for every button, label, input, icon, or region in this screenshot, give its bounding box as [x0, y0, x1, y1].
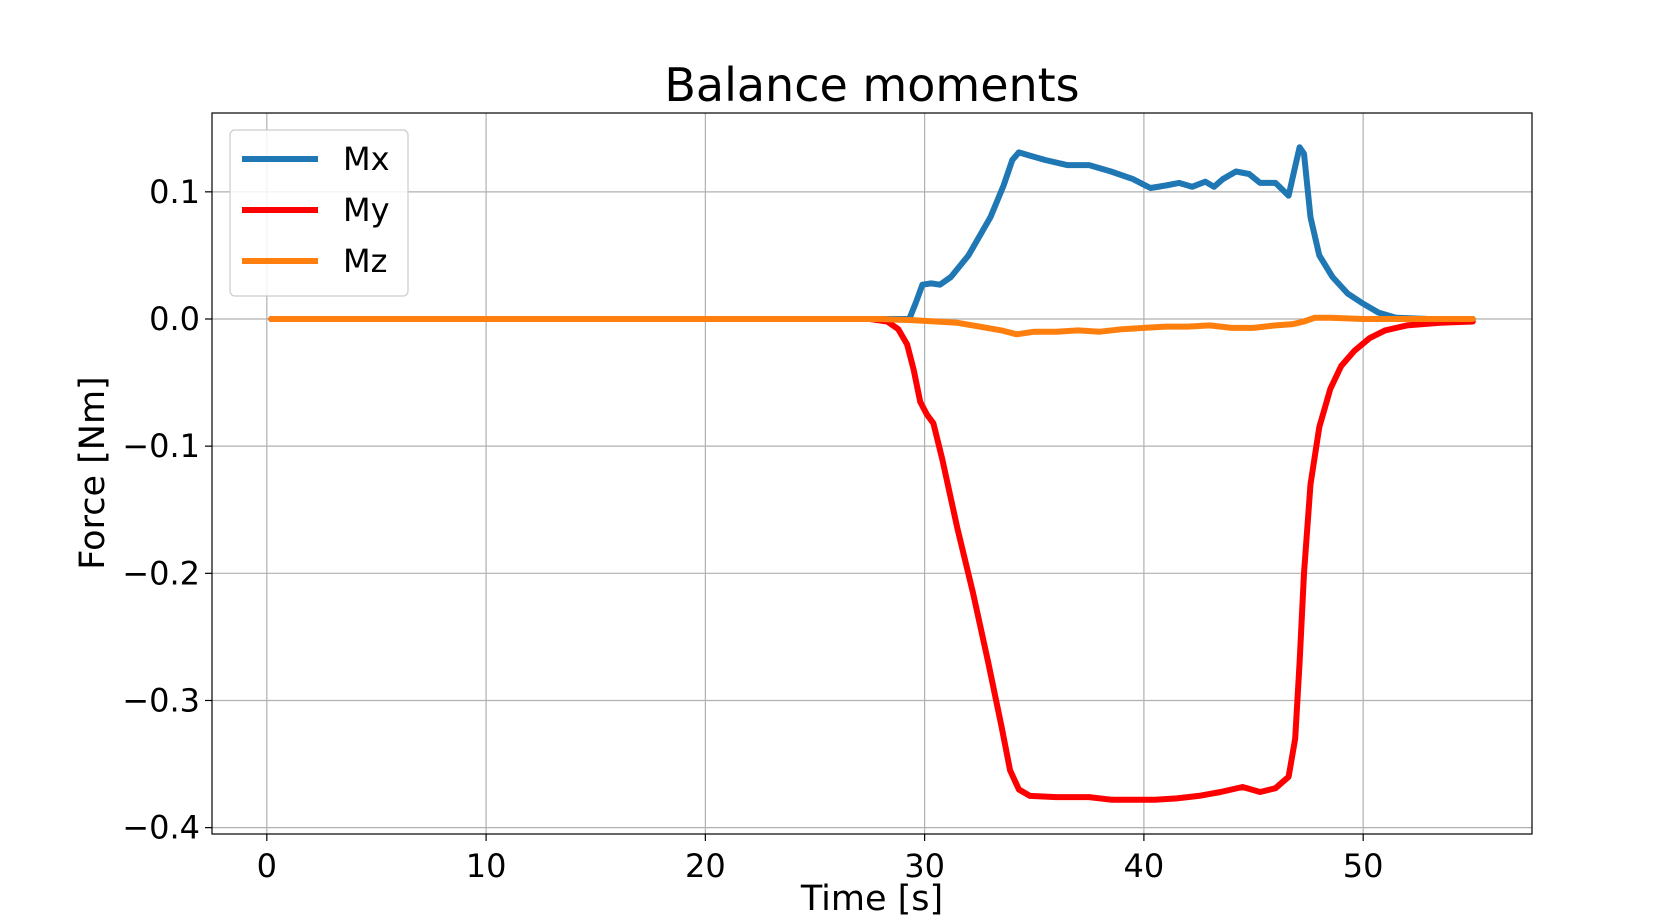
series-line-mz [268, 314, 1476, 338]
plot-frame [211, 112, 1533, 835]
legend-label-my: My [343, 191, 390, 229]
y-tick-label: −0.2 [122, 554, 200, 592]
series-line-my [268, 316, 1476, 803]
x-tick-label: 30 [904, 847, 945, 885]
y-tick-label: −0.1 [122, 427, 200, 465]
y-tick-label: −0.4 [122, 809, 200, 847]
gridlines [212, 113, 1532, 834]
axis-ticks: 0 10 20 30 40 50 0.1 0.0 −0.1 −0.2 −0.3 −0.4 [122, 173, 1383, 885]
series-lines [268, 144, 1476, 803]
x-tick-label: 50 [1343, 847, 1384, 885]
x-tick-label: 40 [1124, 847, 1165, 885]
x-tick-label: 20 [685, 847, 726, 885]
series-line-mx [268, 144, 1476, 322]
chart-title: Balance moments [664, 58, 1079, 112]
y-tick-label: 0.1 [149, 173, 200, 211]
x-axis-label: Time [s] [800, 879, 943, 919]
legend-box [229, 129, 409, 297]
y-tick-label: −0.3 [122, 681, 200, 719]
y-axis-label: Force [Nm] [73, 376, 113, 569]
y-tick-label: 0.0 [149, 300, 200, 338]
x-tick-label: 10 [466, 847, 507, 885]
x-tick-label: 0 [257, 847, 277, 885]
legend-label-mx: Mx [343, 140, 390, 178]
legend-label-mz: Mz [343, 242, 387, 280]
legend: Mx My Mz [229, 129, 409, 297]
